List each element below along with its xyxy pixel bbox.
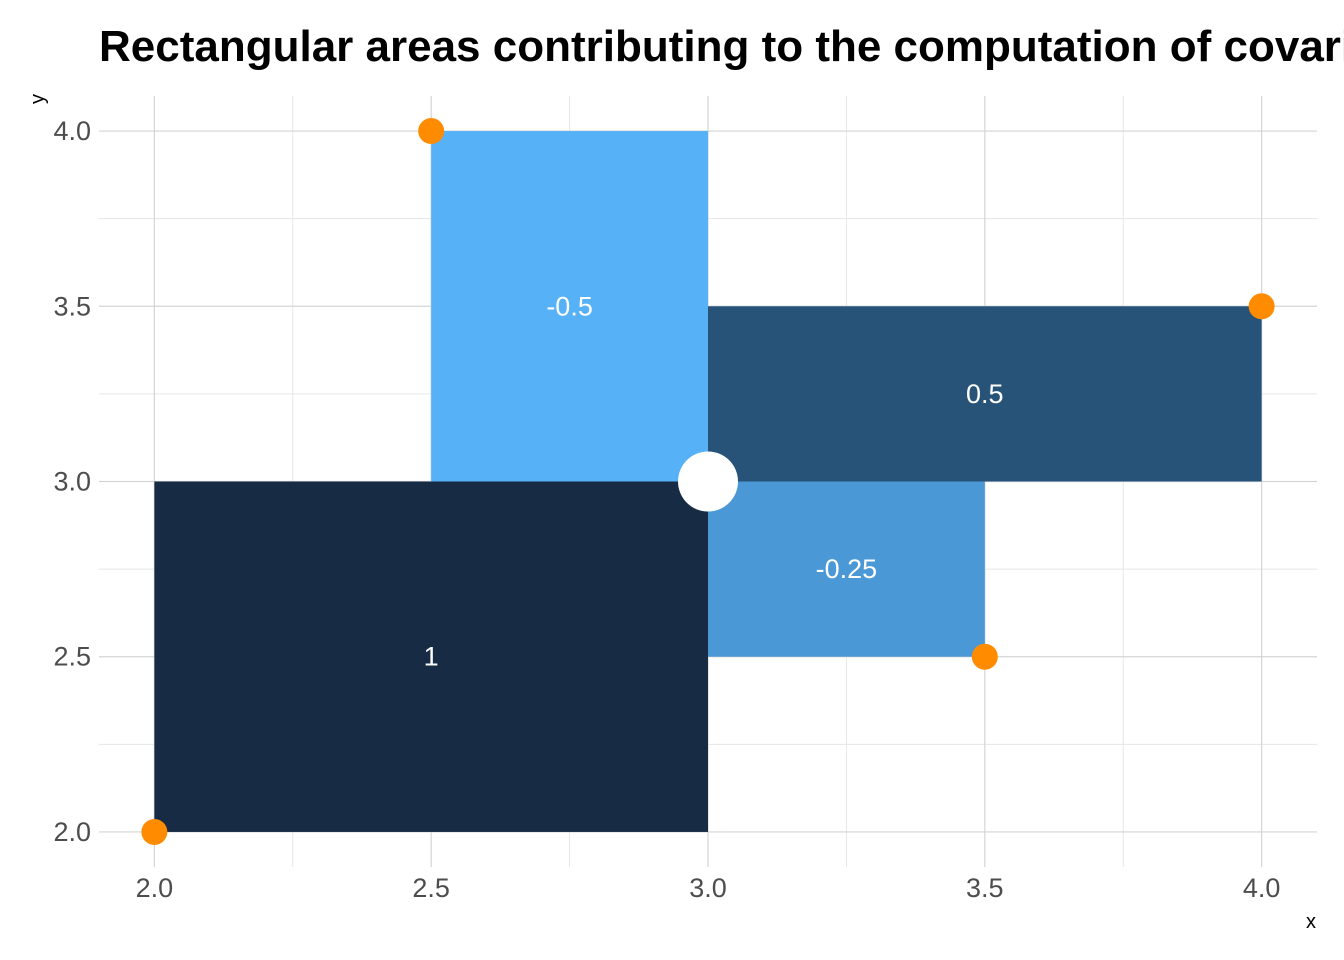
x-axis-tick-labels: 2.0 2.5 3.0 3.5 4.0	[136, 873, 1281, 903]
rectangles-layer	[154, 131, 1262, 832]
x-tick-label: 2.0	[136, 873, 174, 903]
y-tick-label: 4.0	[53, 116, 91, 146]
y-axis-tick-labels: 2.0 2.5 3.0 3.5 4.0	[53, 116, 91, 847]
rectangle-value-label: 1	[424, 642, 439, 672]
y-tick-label: 2.5	[53, 642, 91, 672]
data-point	[971, 643, 998, 670]
y-tick-label: 3.0	[53, 467, 91, 497]
y-tick-label: 2.0	[53, 817, 91, 847]
x-axis-title: x	[1306, 911, 1316, 933]
x-tick-label: 2.5	[412, 873, 450, 903]
covariance-rectangle	[708, 481, 985, 657]
covariance-rectangle	[708, 306, 1262, 482]
x-tick-label: 3.0	[689, 873, 727, 903]
covariance-rectangle	[154, 481, 708, 832]
y-tick-label: 3.5	[53, 291, 91, 321]
rectangle-labels-layer: 1 -0.5 0.5 -0.25	[424, 291, 1004, 671]
rectangle-value-label: 0.5	[966, 379, 1004, 409]
mean-point	[678, 451, 738, 512]
x-tick-label: 3.5	[966, 873, 1004, 903]
data-point	[1248, 293, 1275, 320]
data-point	[418, 118, 445, 145]
points-layer	[141, 118, 1275, 845]
rectangle-value-label: -0.25	[816, 554, 878, 584]
y-axis-title: y	[27, 94, 49, 104]
data-point	[141, 818, 168, 845]
covariance-rectangle	[431, 131, 708, 482]
rectangle-value-label: -0.5	[546, 291, 593, 321]
mean-layer	[678, 451, 738, 512]
chart-title: Rectangular areas contributing to the co…	[99, 22, 1344, 71]
x-tick-label: 4.0	[1243, 873, 1281, 903]
